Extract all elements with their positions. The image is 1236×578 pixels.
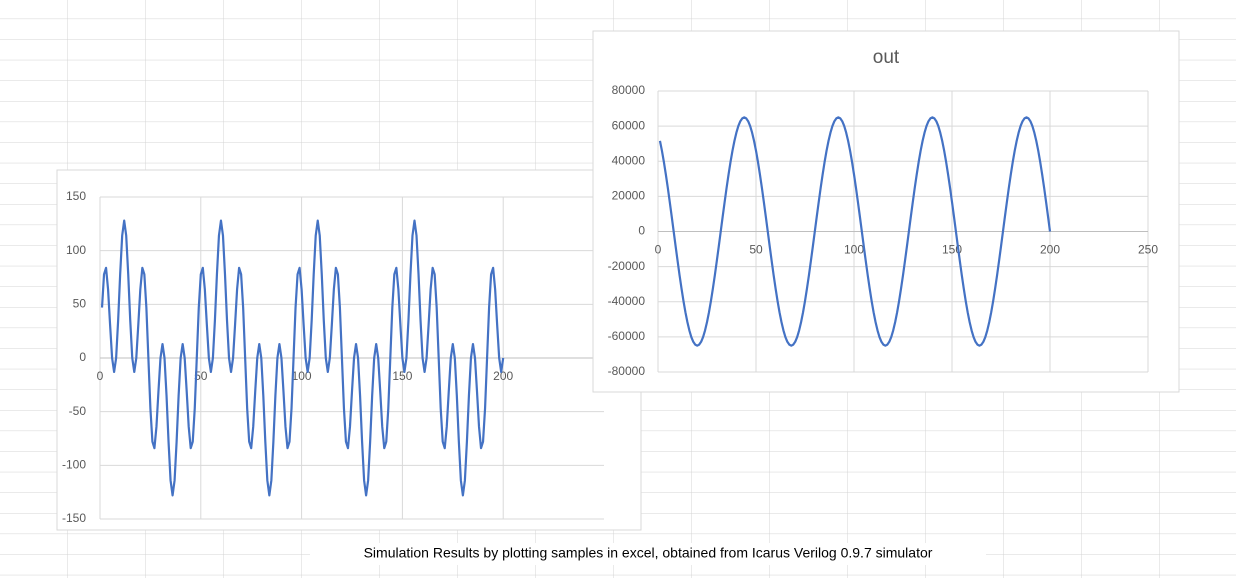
x-tick-label: 0	[655, 243, 662, 257]
x-tick-label: 150	[392, 369, 412, 383]
x-tick-label: 100	[844, 243, 864, 257]
chart: -150 -100 -50 0 50 100 150 0 50 100 150 200	[56, 169, 642, 531]
y-tick-label: -150	[62, 511, 86, 525]
caption-bg	[310, 543, 986, 565]
chart-area	[56, 169, 642, 531]
chart: out -80000 -60000 -40000 -20000 0 20000 40000 60…	[592, 30, 1180, 393]
y-tick-label: -40000	[608, 294, 646, 308]
y-tick-label: 60000	[612, 118, 646, 132]
x-tick-label: 50	[749, 243, 763, 257]
charts: -150 -100 -50 0 50 100 150 0 50 100 150 200 out -8000…	[56, 30, 1180, 531]
y-tick-label: -80000	[608, 364, 646, 378]
caption: Simulation Results by plotting samples i…	[364, 545, 933, 561]
y-tick-label: 100	[66, 243, 86, 257]
y-tick-label: -60000	[608, 329, 646, 343]
y-tick-label: -100	[62, 458, 86, 472]
y-tick-label: 40000	[612, 153, 646, 167]
x-tick-label: 100	[292, 369, 312, 383]
chart-area	[592, 30, 1180, 393]
series-line	[658, 116, 1052, 347]
x-tick-label: 200	[1040, 243, 1060, 257]
x-tick-label: 0	[97, 369, 104, 383]
x-tick-label: 200	[493, 369, 513, 383]
x-tick-label: 250	[1138, 243, 1158, 257]
x-tick-label: 50	[194, 369, 208, 383]
y-tick-label: -50	[69, 404, 87, 418]
y-tick-label: 50	[73, 297, 87, 311]
chart-title: out	[873, 47, 900, 68]
y-tick-label: 20000	[612, 189, 646, 203]
y-tick-label: 0	[638, 224, 645, 238]
y-tick-label: 0	[79, 350, 86, 364]
y-tick-label: 80000	[612, 83, 646, 97]
y-tick-label: 150	[66, 189, 86, 203]
series-line	[100, 219, 505, 497]
y-tick-label: -20000	[608, 259, 646, 273]
